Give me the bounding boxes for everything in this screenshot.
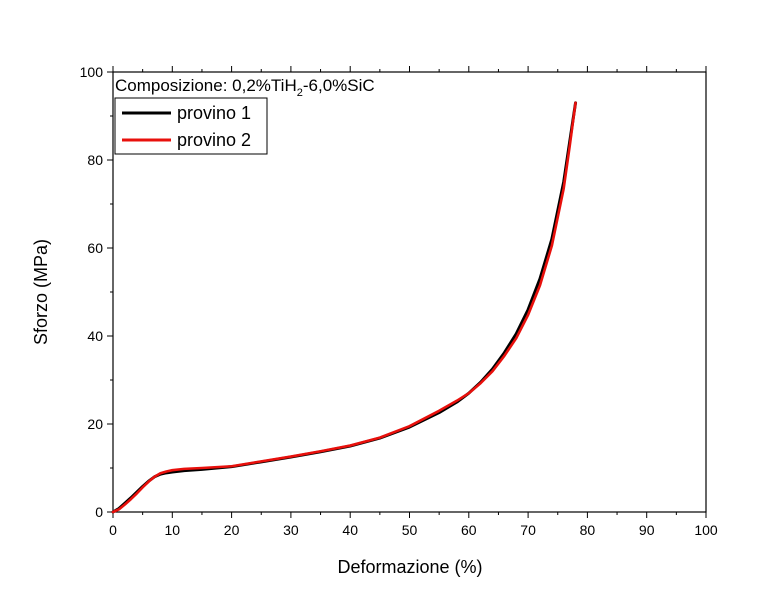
x-tick-label: 30	[283, 522, 299, 538]
x-axis-ticks	[112, 66, 707, 518]
x-tick-label: 40	[342, 522, 358, 538]
y-tick-label: 20	[87, 416, 103, 432]
series-line-provino-1	[111, 101, 578, 514]
series-lines	[111, 101, 578, 514]
y-tick-label: 100	[80, 64, 104, 80]
composition-subscript: 2	[297, 87, 303, 99]
x-tick-label: 100	[694, 522, 718, 538]
x-tick-label: 0	[109, 522, 117, 538]
x-axis-tick-labels: 0 10 20 30 40 50 60 70 80 90 100	[109, 522, 718, 538]
series-line-provino-2	[111, 101, 577, 514]
legend-box	[114, 97, 268, 155]
y-tick-label: 40	[87, 328, 103, 344]
y-tick-label: 60	[87, 240, 103, 256]
y-axis-tick-labels: 0 20 40 60 80 100	[80, 64, 104, 520]
x-tick-label: 50	[402, 522, 418, 538]
composition-suffix: -6,0%SiC	[303, 76, 375, 95]
y-tick-label: 0	[95, 504, 103, 520]
x-tick-label: 60	[461, 522, 477, 538]
x-tick-label: 20	[224, 522, 240, 538]
legend-label-provino-2: provino 2	[177, 130, 251, 150]
composition-prefix: Composizione: 0,2%TiH	[115, 76, 297, 95]
y-axis-ticks	[107, 71, 113, 513]
composition-annotation: Composizione: 0,2%TiH2-6,0%SiC	[115, 76, 375, 99]
x-tick-label: 70	[520, 522, 536, 538]
legend-label-provino-1: provino 1	[177, 103, 251, 123]
x-axis-title: Deformazione (%)	[337, 557, 482, 577]
y-axis-title: Sforzo (MPa)	[31, 239, 51, 345]
x-tick-label: 10	[165, 522, 181, 538]
x-tick-label: 90	[639, 522, 655, 538]
x-tick-label: 80	[580, 522, 596, 538]
y-tick-label: 80	[87, 152, 103, 168]
legend: provino 1 provino 2	[114, 97, 268, 155]
